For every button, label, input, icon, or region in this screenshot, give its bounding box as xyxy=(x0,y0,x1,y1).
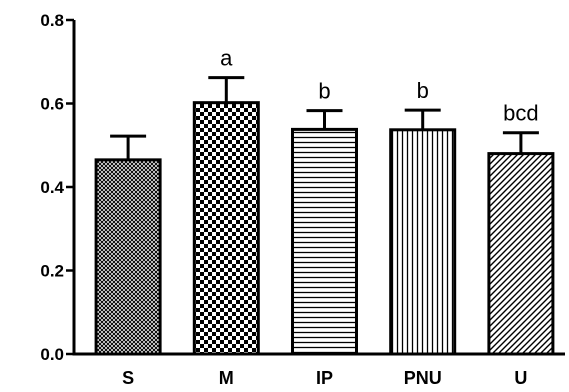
y-tick-label: 0.0 xyxy=(40,345,64,364)
x-tick-label: S xyxy=(122,368,134,388)
axes: S M IP PNU U xyxy=(72,20,565,388)
y-tick-label: 0.4 xyxy=(40,178,64,197)
y-tick-label: 0.2 xyxy=(40,262,64,281)
x-tick-label: PNU xyxy=(404,368,442,388)
x-tick-label: U xyxy=(514,368,527,388)
bar xyxy=(94,158,162,356)
x-tick-label: M xyxy=(219,368,234,388)
significance-label: b xyxy=(318,79,330,104)
y-tick-label: 0.8 xyxy=(40,11,64,30)
significance-label: bcd xyxy=(503,101,538,126)
y-axis: 0.0 0.2 0.4 0.6 0.8 xyxy=(40,11,74,364)
bar xyxy=(192,101,260,356)
significance-label: a xyxy=(220,46,233,71)
bar xyxy=(291,127,358,356)
significance-label: b xyxy=(417,78,429,103)
x-tick-label: IP xyxy=(316,368,333,388)
bars: a b b bcd xyxy=(94,46,555,356)
y-tick-label: 0.6 xyxy=(40,95,64,114)
bar xyxy=(487,152,555,356)
bar xyxy=(389,128,457,356)
